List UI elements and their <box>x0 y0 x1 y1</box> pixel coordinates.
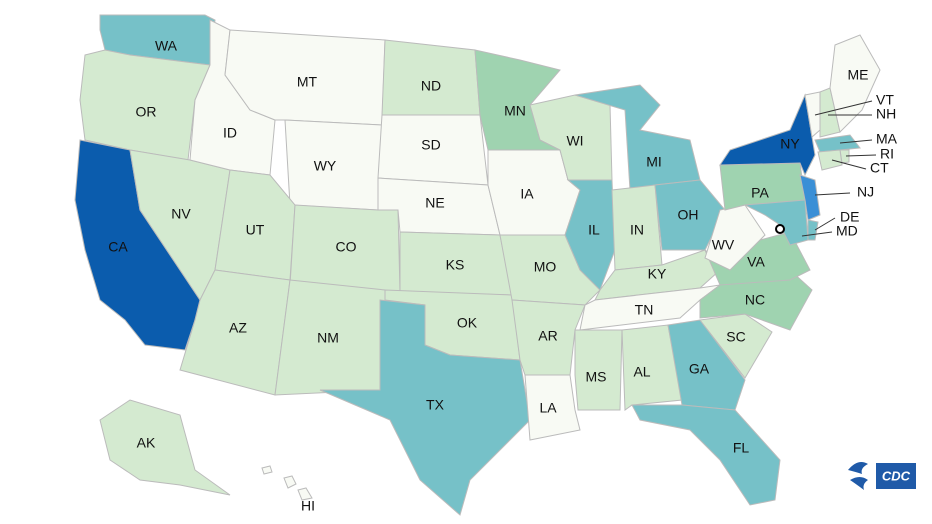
state-label: MS <box>586 369 607 385</box>
cdc-logo-box <box>876 463 916 489</box>
state-label: MA <box>876 131 898 147</box>
state-label: ND <box>421 78 441 94</box>
state-label: NM <box>317 330 339 346</box>
leader-line <box>814 100 873 116</box>
state-label: IN <box>630 222 644 238</box>
leader-line <box>831 159 867 170</box>
state-label: FL <box>733 440 750 456</box>
state-label: AR <box>538 328 557 344</box>
state-label: MD <box>836 223 858 239</box>
leader-line <box>801 231 833 237</box>
state-shape <box>829 34 881 133</box>
state-label: OR <box>136 104 157 120</box>
state-label: AL <box>633 364 650 380</box>
state-label: KY <box>648 266 667 282</box>
state-label: SC <box>726 329 745 345</box>
state-label: MT <box>297 74 318 90</box>
dc-marker <box>775 224 785 234</box>
state-label: RI <box>880 146 894 162</box>
state-label: KS <box>446 257 465 273</box>
state-shape <box>99 399 231 496</box>
state-label: NY <box>780 136 800 152</box>
states <box>74 14 881 516</box>
state-shape <box>319 299 531 516</box>
state-label: OK <box>457 315 478 331</box>
state-label: CO <box>336 239 357 255</box>
state-label: PA <box>751 185 769 201</box>
state-label: AZ <box>229 320 247 336</box>
state-label: WA <box>155 38 178 54</box>
state-label: AK <box>137 435 156 451</box>
state-shape <box>814 134 861 153</box>
hhs-logo <box>848 462 868 490</box>
state-labels: WA OR CA NV ID MT WY UT CO AZ NM ND SD NE KS OK TX MN IA MO… <box>108 38 897 514</box>
leader-line <box>839 139 873 144</box>
state-label: ME <box>848 67 869 83</box>
state-shape <box>261 465 313 501</box>
state-label: VA <box>747 254 765 270</box>
state-label: WV <box>712 237 735 253</box>
state-shape <box>743 199 809 246</box>
state-shape <box>807 219 819 241</box>
state-label: CT <box>870 160 889 176</box>
state-label: TX <box>426 397 445 413</box>
state-shape <box>524 374 581 441</box>
state-label: IA <box>520 186 534 202</box>
state-label: NE <box>425 195 444 211</box>
state-shape <box>574 84 701 191</box>
state-label: WY <box>314 158 337 174</box>
state-shape <box>699 313 773 379</box>
state-label: MI <box>646 154 662 170</box>
state-shape <box>719 93 816 177</box>
state-label: WI <box>566 133 583 149</box>
state-label: ID <box>223 125 237 141</box>
state-label: NJ <box>857 184 874 200</box>
leader-line <box>814 192 851 196</box>
state-label: OH <box>678 207 699 223</box>
state-label: DE <box>840 209 859 225</box>
state-shape <box>631 404 781 506</box>
leader-line <box>814 217 836 231</box>
state-label: IL <box>588 222 600 238</box>
state-label: CA <box>108 239 128 255</box>
state-label: NC <box>745 292 765 308</box>
state-shape <box>799 174 821 221</box>
state-label: VT <box>876 92 894 108</box>
state-label: HI <box>301 498 315 514</box>
state-label: NH <box>876 106 896 122</box>
state-shape <box>621 324 683 411</box>
state-label: NV <box>171 206 191 222</box>
state-label: SD <box>421 137 440 153</box>
state-shape <box>574 329 623 411</box>
state-label: MN <box>504 103 526 119</box>
leader-line <box>845 154 877 157</box>
state-shape <box>289 204 401 293</box>
state-shape <box>817 149 843 171</box>
hhs-eagle <box>848 462 868 490</box>
state-label: MO <box>534 259 557 275</box>
cdc-logo-text: CDC <box>882 468 911 483</box>
state-label: GA <box>689 361 710 377</box>
state-shape <box>667 319 746 411</box>
state-label: LA <box>539 400 557 416</box>
state-label: TN <box>635 302 654 318</box>
state-label: UT <box>246 222 265 238</box>
